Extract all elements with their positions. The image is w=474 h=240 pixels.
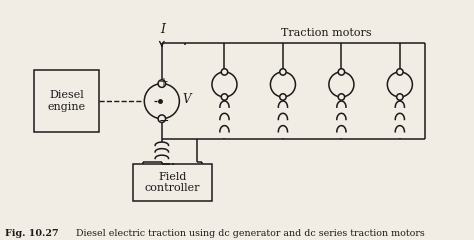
Circle shape [158, 115, 165, 122]
Circle shape [221, 94, 228, 100]
Text: I: I [160, 24, 165, 36]
Text: Field
controller: Field controller [145, 172, 200, 193]
Text: V: V [182, 93, 191, 106]
Circle shape [387, 72, 412, 97]
Circle shape [158, 80, 165, 87]
Circle shape [270, 72, 295, 97]
Text: Fig. 10.27: Fig. 10.27 [5, 228, 58, 238]
Text: Traction motors: Traction motors [282, 28, 372, 38]
Text: +: + [159, 76, 169, 89]
Circle shape [397, 69, 403, 75]
Circle shape [338, 94, 345, 100]
Circle shape [280, 69, 286, 75]
Circle shape [280, 94, 286, 100]
Circle shape [329, 72, 354, 97]
Circle shape [397, 94, 403, 100]
Text: Diesel
engine: Diesel engine [48, 90, 86, 112]
Bar [35, 70, 99, 132]
Bar [133, 164, 212, 201]
Circle shape [221, 69, 228, 75]
Circle shape [338, 69, 345, 75]
Text: −: − [159, 114, 169, 127]
Text: Diesel electric traction using dc generator and dc series traction motors: Diesel electric traction using dc genera… [64, 228, 425, 238]
Circle shape [144, 84, 179, 119]
Circle shape [212, 72, 237, 97]
